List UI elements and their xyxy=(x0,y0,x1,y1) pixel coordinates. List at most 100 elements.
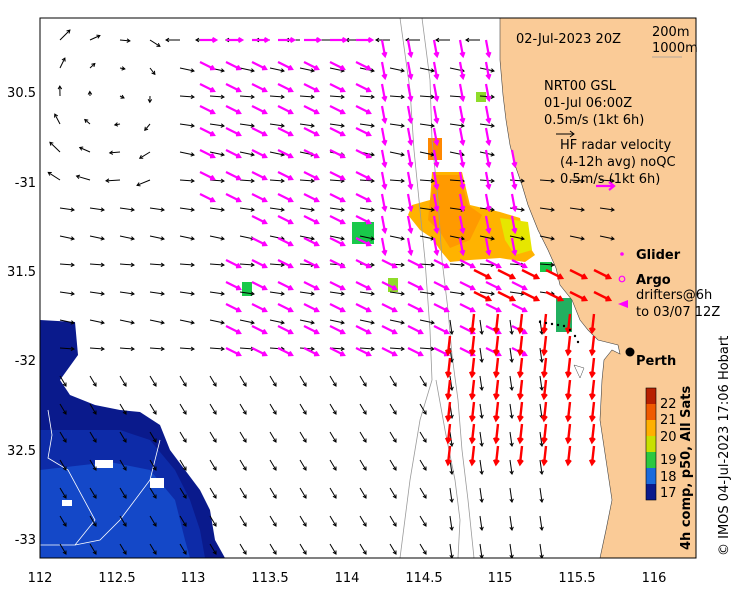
radar-arrow xyxy=(484,39,491,57)
model-arrow xyxy=(539,207,555,211)
drifter-arrow-head xyxy=(492,459,500,467)
model-arrow xyxy=(329,95,345,98)
model-arrow xyxy=(89,35,101,41)
radar-arrow xyxy=(380,237,387,255)
radar-arrow-head xyxy=(407,51,414,59)
model-arrow xyxy=(179,347,195,350)
radar-arrow xyxy=(458,193,465,211)
radar-arrow-head xyxy=(235,284,242,291)
model-arrow-head xyxy=(479,470,484,475)
radar-arrow xyxy=(329,281,345,290)
radar-arrow-head xyxy=(313,174,320,181)
model-arrow xyxy=(269,123,285,127)
radar-arrow xyxy=(251,193,267,202)
model-arrow xyxy=(119,515,127,527)
radar-arrow-head xyxy=(365,240,372,247)
model-arrow xyxy=(539,347,543,363)
radar-arrow-head xyxy=(261,284,268,291)
model-arrow-head xyxy=(340,320,345,325)
model-arrow-head xyxy=(242,522,247,527)
model-arrow-head xyxy=(220,178,225,184)
radar-arrow xyxy=(433,325,449,334)
model-arrow xyxy=(49,141,61,153)
radar-arrow xyxy=(485,325,501,334)
drifter-arrow-head xyxy=(540,393,548,401)
radar-arrow xyxy=(225,105,241,114)
model-arrow-head xyxy=(70,291,75,296)
model-arrow xyxy=(76,175,91,181)
drifter-arrow xyxy=(446,423,452,443)
model-arrow-head xyxy=(152,494,157,499)
radar-arrow xyxy=(277,149,293,158)
model-arrow-head xyxy=(108,150,114,155)
radar-arrow-head xyxy=(261,130,268,137)
radar-arrow xyxy=(355,193,371,202)
radar-arrow-head xyxy=(365,328,372,335)
model-arrow-head xyxy=(539,526,544,531)
radar-arrow xyxy=(459,259,475,268)
model-arrow xyxy=(209,95,225,98)
radar-arrow-head xyxy=(235,350,242,357)
drifter-arrow-head xyxy=(468,393,476,401)
radar-arrow xyxy=(277,127,293,136)
radar-arrow-head xyxy=(381,73,388,81)
model-arrow xyxy=(299,487,307,499)
model-arrow xyxy=(509,375,513,391)
model-arrow-head xyxy=(539,442,544,447)
model-arrow xyxy=(149,403,157,415)
radar-arrow xyxy=(225,325,241,334)
model-arrow xyxy=(209,403,217,415)
model-arrow-head xyxy=(539,358,544,363)
radar-arrow-head xyxy=(521,350,528,357)
model-arrow xyxy=(149,235,165,240)
model-arrow xyxy=(479,487,483,503)
radar-arrow xyxy=(432,105,439,123)
model-arrow-head xyxy=(272,410,277,415)
radar-arrow xyxy=(484,127,491,145)
model-arrow-head xyxy=(96,34,101,39)
x-tick-113-5: 113.5 xyxy=(251,571,288,586)
model-arrow xyxy=(539,515,543,531)
radar-arrow-head xyxy=(469,284,476,291)
model-arrow-head xyxy=(190,320,195,325)
model-arrow xyxy=(419,263,435,266)
x-tick-112-5: 112.5 xyxy=(98,571,135,586)
x-tick-115: 115 xyxy=(488,571,513,586)
radar-arrow xyxy=(329,237,345,246)
model-arrow xyxy=(89,543,97,555)
model-arrow xyxy=(389,543,397,555)
radar-arrow xyxy=(329,303,345,312)
radar-arrow xyxy=(199,127,215,136)
model-arrow-head xyxy=(520,236,525,241)
model-arrow-head xyxy=(449,554,454,558)
model-arrow xyxy=(59,403,67,415)
model-arrow-head xyxy=(392,550,397,555)
radar-arrow-head xyxy=(339,240,346,247)
drifter-arrow-head xyxy=(516,327,524,335)
model-arrow xyxy=(179,235,195,240)
model-arrow-head xyxy=(460,123,465,128)
radar-arrow xyxy=(406,83,413,101)
radar-arrow xyxy=(484,171,491,189)
model-arrow xyxy=(149,543,157,555)
radar-arrow-head xyxy=(339,174,346,181)
radar-arrow xyxy=(380,215,387,233)
model-arrow xyxy=(479,123,495,127)
model-arrow-head xyxy=(370,207,375,212)
model-arrow-head xyxy=(430,207,435,212)
model-arrow-head xyxy=(490,94,495,100)
model-arrow xyxy=(509,543,513,558)
drifter-arrow xyxy=(473,290,491,302)
model-arrow xyxy=(359,375,367,387)
radar-arrow-head xyxy=(381,161,388,169)
drifter-arrow-head xyxy=(564,349,572,357)
radar-label-2: (4-12h avg) noQC xyxy=(560,155,676,170)
model-arrow xyxy=(89,63,96,69)
model-label-2: 01-Jul 06:00Z xyxy=(544,96,632,111)
drifter-arrow-head xyxy=(516,437,524,445)
model-arrow xyxy=(105,179,121,182)
model-arrow-head xyxy=(100,320,105,325)
cbar-tick-20: 20 xyxy=(660,430,677,445)
radar-arrow xyxy=(277,193,293,202)
